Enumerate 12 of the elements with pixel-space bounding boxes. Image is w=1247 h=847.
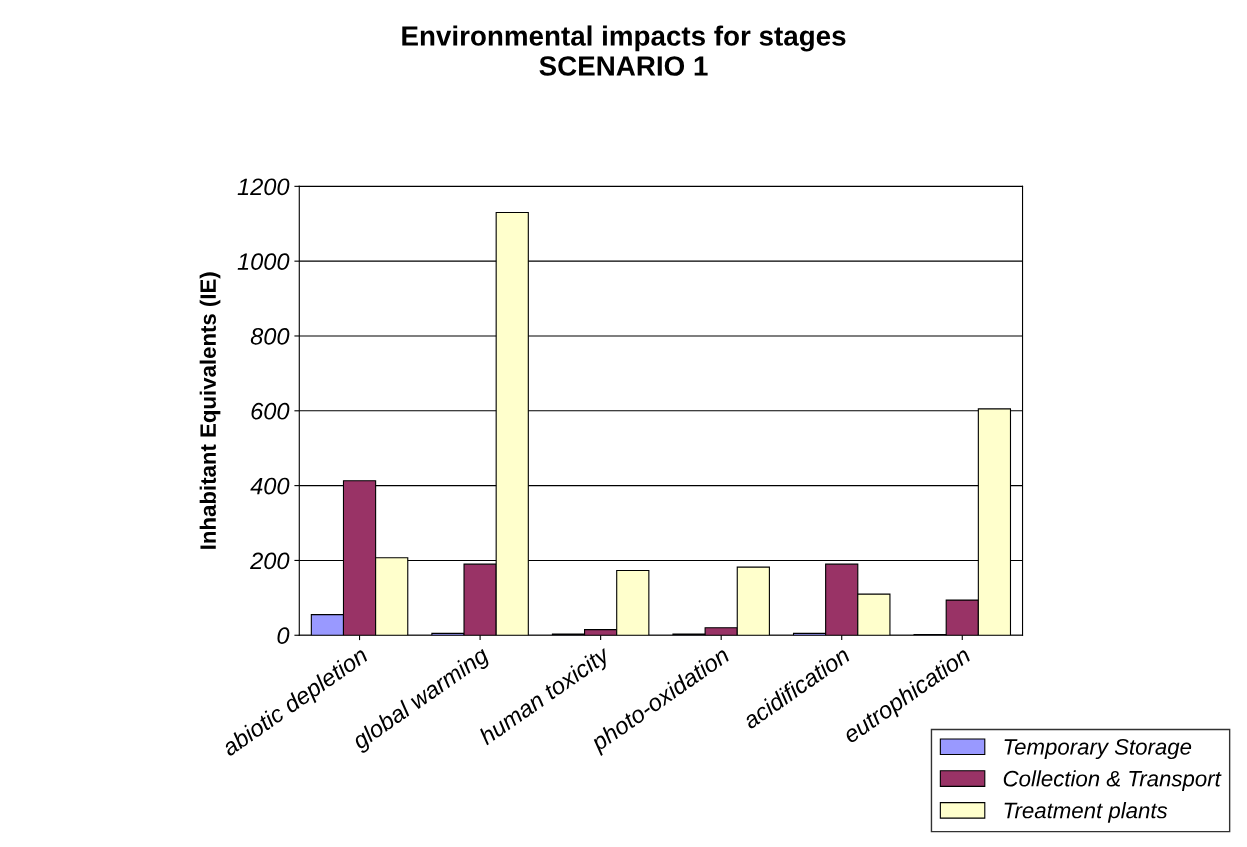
- y-tick-label: 1000: [237, 253, 290, 270]
- y-tick-label: 800: [250, 328, 290, 345]
- y-axis-title: Inhabitant Equivalents (IE): [199, 272, 221, 549]
- y-tick-label: 0: [277, 627, 290, 645]
- chart-title: Environmental impacts for stages SCENARIO 1: [402, 25, 846, 76]
- legend-label: Treatment plants: [1004, 802, 1168, 823]
- y-tick-label: 600: [251, 402, 290, 420]
- legend-label: Collection & Transport: [1003, 770, 1222, 791]
- y-tick-label: 400: [250, 477, 290, 495]
- y-tick-label: 1200: [237, 178, 290, 196]
- y-tick-label: 200: [250, 552, 290, 570]
- legend-label: Temporary Storage: [1004, 738, 1192, 760]
